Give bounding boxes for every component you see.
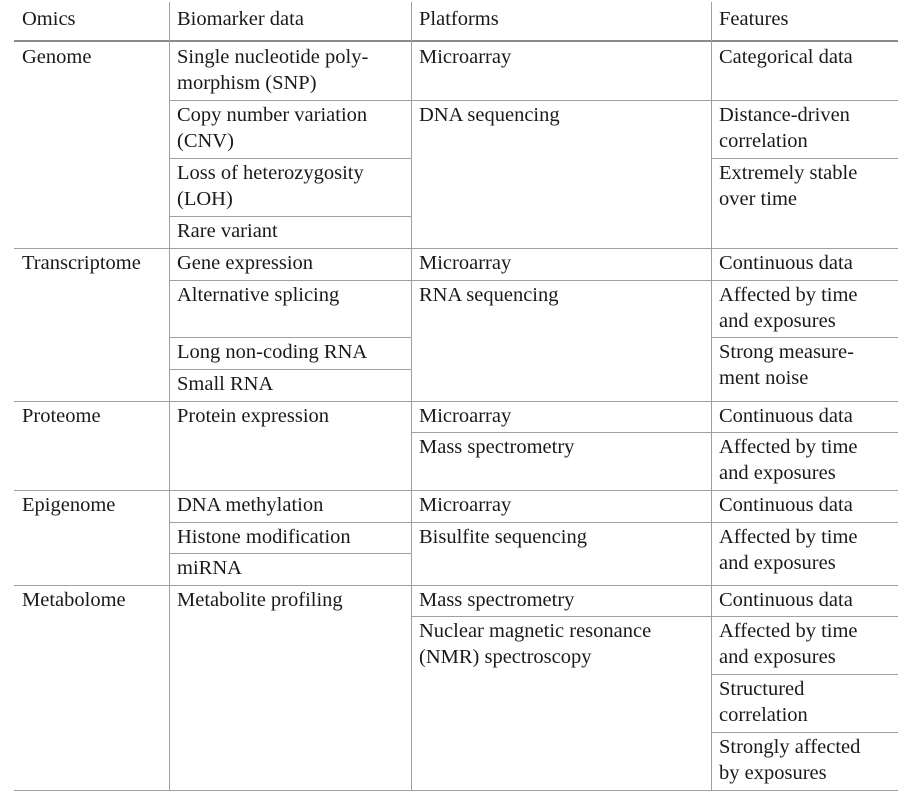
biomarker-cell: Alternative splicing xyxy=(177,284,340,306)
header-rule xyxy=(14,40,898,42)
feature-cell: Extremely stable over time xyxy=(719,162,858,210)
biomarker-cell: Single nucleotide poly- morphism (SNP) xyxy=(177,46,369,94)
row-divider xyxy=(711,732,898,733)
biomarker-cell: Small RNA xyxy=(177,373,274,395)
column-divider xyxy=(411,2,412,790)
row-divider xyxy=(411,280,711,281)
omics-label: Genome xyxy=(22,46,92,68)
feature-cell: Affected by time and exposures xyxy=(719,284,858,332)
group-divider xyxy=(14,585,898,586)
biomarker-cell: miRNA xyxy=(177,557,242,579)
feature-cell: Strongly affected by exposures xyxy=(719,736,861,784)
feature-cell: Categorical data xyxy=(719,46,853,68)
row-divider xyxy=(169,337,411,338)
row-divider xyxy=(711,522,898,523)
biomarker-cell: DNA methylation xyxy=(177,494,324,516)
omics-label: Epigenome xyxy=(22,494,116,516)
platform-cell: Nuclear magnetic resonance (NMR) spectro… xyxy=(419,620,652,668)
column-header-biomarker: Biomarker data xyxy=(177,8,304,30)
column-header-features: Features xyxy=(719,8,789,30)
feature-cell: Continuous data xyxy=(719,252,853,274)
biomarker-cell: Protein expression xyxy=(177,405,330,427)
group-divider xyxy=(14,401,898,402)
row-divider xyxy=(169,158,411,159)
biomarker-cell: Rare variant xyxy=(177,220,278,242)
row-divider xyxy=(711,158,898,159)
biomarker-cell: Long non-coding RNA xyxy=(177,341,368,363)
column-divider xyxy=(169,2,170,790)
feature-cell: Affected by time and exposures xyxy=(719,526,858,574)
platform-cell: Microarray xyxy=(419,46,512,68)
feature-cell: Strong measure- ment noise xyxy=(719,341,854,389)
row-divider xyxy=(169,216,411,217)
table-bottom-rule xyxy=(14,790,898,791)
row-divider xyxy=(169,280,411,281)
feature-cell: Structured correlation xyxy=(719,678,808,726)
row-divider xyxy=(711,674,898,675)
feature-cell: Affected by time and exposures xyxy=(719,620,858,668)
feature-cell: Affected by time and exposures xyxy=(719,436,858,484)
row-divider xyxy=(711,280,898,281)
feature-cell: Continuous data xyxy=(719,405,853,427)
omics-label: Transcriptome xyxy=(22,252,141,274)
row-divider xyxy=(711,616,898,617)
platform-cell: Microarray xyxy=(419,405,512,427)
row-divider xyxy=(169,369,411,370)
omics-label: Metabolome xyxy=(22,589,126,611)
biomarker-cell: Histone modification xyxy=(177,526,351,548)
platform-cell: Microarray xyxy=(419,252,512,274)
column-divider xyxy=(711,2,712,790)
feature-cell: Continuous data xyxy=(719,494,853,516)
row-divider xyxy=(411,432,711,433)
group-divider xyxy=(14,248,898,249)
platform-cell: DNA sequencing xyxy=(419,104,560,126)
row-divider xyxy=(411,616,711,617)
row-divider xyxy=(169,553,411,554)
row-divider xyxy=(711,337,898,338)
feature-cell: Distance-driven correlation xyxy=(719,104,850,152)
row-divider xyxy=(169,100,411,101)
column-header-platforms: Platforms xyxy=(419,8,499,30)
row-divider xyxy=(411,522,711,523)
platform-cell: Mass spectrometry xyxy=(419,436,575,458)
platform-cell: Bisulfite sequencing xyxy=(419,526,587,548)
platform-cell: Microarray xyxy=(419,494,512,516)
row-divider xyxy=(711,432,898,433)
row-divider xyxy=(169,522,411,523)
omics-label: Proteome xyxy=(22,405,101,427)
biomarker-cell: Copy number variation (CNV) xyxy=(177,104,368,152)
row-divider xyxy=(411,100,711,101)
group-divider xyxy=(14,490,898,491)
column-header-omics: Omics xyxy=(22,8,76,30)
platform-cell: Mass spectrometry xyxy=(419,589,575,611)
biomarker-cell: Loss of heterozygosity (LOH) xyxy=(177,162,364,210)
biomarker-cell: Gene expression xyxy=(177,252,314,274)
feature-cell: Continuous data xyxy=(719,589,853,611)
biomarker-cell: Metabolite profiling xyxy=(177,589,343,611)
platform-cell: RNA sequencing xyxy=(419,284,559,306)
row-divider xyxy=(711,100,898,101)
